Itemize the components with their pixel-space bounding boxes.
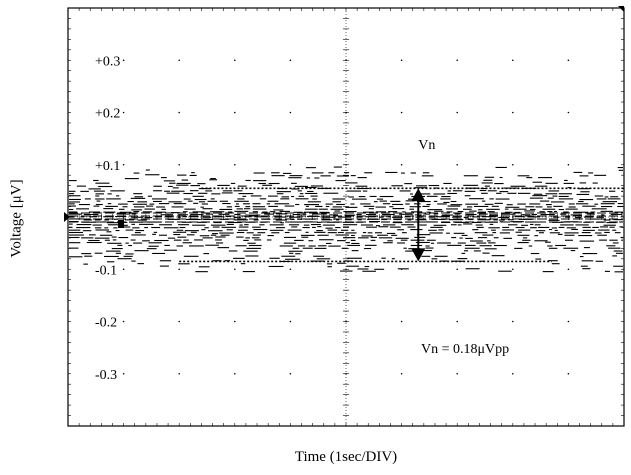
grid-dot bbox=[400, 320, 403, 323]
grid-dot bbox=[178, 320, 180, 323]
grid-dot bbox=[456, 111, 459, 114]
grid-dot bbox=[289, 268, 292, 271]
y-tick-label: -0.3 bbox=[95, 368, 117, 383]
grid-dot bbox=[456, 320, 459, 323]
grid-dot bbox=[178, 111, 180, 114]
grid-dot bbox=[289, 111, 292, 114]
vn-measurement-text: Vn = 0.18μVpp bbox=[421, 342, 509, 357]
noise-trace bbox=[69, 166, 623, 273]
grid-dot bbox=[289, 320, 292, 323]
grid-dot bbox=[567, 372, 570, 375]
trigger-marker bbox=[618, 6, 624, 12]
grid-dot bbox=[234, 268, 236, 271]
grid-dot bbox=[289, 372, 292, 375]
grid-dot bbox=[400, 111, 403, 114]
trace-markers bbox=[64, 6, 624, 228]
grid-dot bbox=[178, 163, 180, 166]
x-axis-label: Time (1sec/DIV) bbox=[294, 449, 398, 465]
grid-dot bbox=[234, 163, 236, 166]
grid-dot bbox=[122, 320, 125, 323]
y-tick-labels: +0.3 +0.2 +0.1 -0.1 -0.2 -0.3 bbox=[95, 54, 120, 383]
grid-dot bbox=[400, 372, 403, 375]
grid-dot bbox=[567, 163, 570, 166]
grid-dot bbox=[512, 163, 514, 166]
grid-dot bbox=[234, 111, 236, 114]
grid-dot bbox=[400, 163, 403, 166]
grid-dot bbox=[567, 268, 570, 271]
grid-dot bbox=[567, 111, 570, 114]
grid-dot bbox=[234, 372, 236, 375]
grid-dot bbox=[512, 320, 514, 323]
grid-dot bbox=[122, 372, 125, 375]
grid-dot bbox=[122, 111, 125, 114]
grid-dot bbox=[122, 59, 125, 62]
grid-dot bbox=[178, 59, 180, 62]
grid-dot bbox=[512, 372, 514, 375]
grid-dot bbox=[512, 59, 514, 62]
grid-dot bbox=[456, 372, 459, 375]
ground-marker bbox=[64, 212, 70, 222]
y-tick-label: +0.1 bbox=[95, 159, 120, 174]
y-tick-label: -0.2 bbox=[95, 316, 117, 331]
grid-dot bbox=[400, 59, 403, 62]
vn-measurement-arrow bbox=[411, 188, 426, 262]
arrow-head-up bbox=[411, 188, 426, 202]
y-axis-label: Voltage [μV] bbox=[8, 178, 25, 258]
vn-annotation-label: Vn bbox=[418, 138, 435, 153]
grid-dot bbox=[512, 268, 514, 271]
grid-dot bbox=[567, 59, 570, 62]
grid-dot bbox=[456, 163, 459, 166]
y-tick-label: +0.2 bbox=[95, 107, 120, 122]
grid-dot bbox=[456, 268, 459, 271]
grid-dot bbox=[289, 163, 292, 166]
grid-dot bbox=[234, 320, 236, 323]
grid-dot bbox=[122, 163, 125, 166]
arrow-head-down bbox=[411, 248, 426, 262]
grid-dot bbox=[178, 372, 180, 375]
grid-dot bbox=[234, 59, 236, 62]
grid-dot bbox=[456, 59, 459, 62]
grid-dot bbox=[512, 111, 514, 114]
grid-dot bbox=[178, 268, 180, 271]
cursor-marker bbox=[118, 220, 125, 228]
y-axis-label-wrap: Voltage [μV] bbox=[2, 108, 32, 328]
grid-dot bbox=[567, 320, 570, 323]
grid-dot bbox=[122, 268, 125, 271]
y-tick-label: -0.1 bbox=[95, 263, 117, 278]
grid-dot bbox=[289, 59, 292, 62]
y-tick-label: +0.3 bbox=[95, 54, 120, 69]
